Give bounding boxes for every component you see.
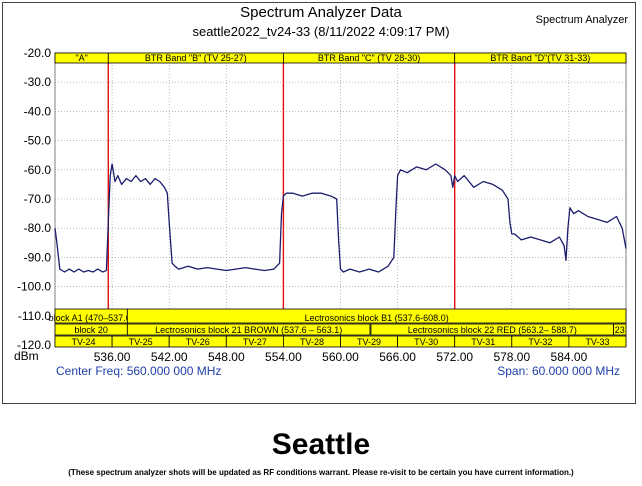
tv-channel-block-label: TV-30 (414, 337, 438, 347)
lectro-row1-block-label: Lectrosonics block B1 (537.6-608.0) (305, 313, 449, 323)
tv-channel-block-label: TV-24 (72, 337, 96, 347)
x-tick-label: 536.00 (94, 350, 131, 364)
tv-channel-block-label: TV-26 (186, 337, 210, 347)
y-tick-label: -20.0 (24, 46, 52, 60)
chart-subtitle: seattle2022_tv24-33 (8/11/2022 4:09:17 P… (192, 24, 450, 39)
trace-layer (54, 163, 627, 273)
x-tick-label: 560.00 (322, 350, 359, 364)
x-tick-label: 578.00 (493, 350, 530, 364)
x-tick-label: 566.00 (379, 350, 416, 364)
x-tick-label: 548.00 (208, 350, 245, 364)
center-freq-label: Center Freq: 560.000 000 MHz (56, 364, 221, 378)
top-band-label: BTR Band "D"(TV 31-33) (490, 53, 590, 63)
tv-channel-block-label: TV-25 (129, 337, 153, 347)
tv-channel-block-label: TV-29 (357, 337, 381, 347)
y-tick-label: -50.0 (24, 134, 52, 148)
y-tick-label: -60.0 (24, 163, 52, 177)
tv-channel-block-label: TV-31 (471, 337, 495, 347)
span-label: Span: 60.000 000 MHz (497, 364, 620, 378)
top-band-label: BTR Band "C" (TV 28-30) (318, 53, 420, 63)
chart-title: Spectrum Analyzer Data (240, 4, 402, 21)
y-tick-label: -100.0 (17, 280, 51, 294)
tv-channel-block-label: TV-32 (528, 337, 552, 347)
marker-layer (107, 53, 456, 318)
update-note: (These spectrum analyzer shots will be u… (68, 468, 574, 477)
tick-layer: -20.0 -30.0 -40.0 -50.0 -60.0 -70.0 -80.0 -90.0… (17, 46, 588, 364)
lectro-row2-block-label: Lectrosonics block 21 BROWN (537.6 – 563… (155, 325, 342, 335)
x-tick-label: 584.00 (551, 350, 588, 364)
tv-channel-block-label: TV-28 (300, 337, 324, 347)
y-tick-label: -110.0 (18, 309, 51, 323)
y-axis-unit: dBm (14, 349, 39, 363)
band-layer: "A" BTR Band "B" (TV 25-27) BTR Band "C" (… (49, 52, 627, 348)
tv-channel-block-label: TV-33 (585, 337, 609, 347)
y-tick-label: -30.0 (24, 75, 52, 89)
top-band-box (454, 52, 627, 64)
corner-label: Spectrum Analyzer (535, 14, 628, 26)
tv-channel-block-label: TV-27 (243, 337, 267, 347)
x-tick-label: 542.00 (151, 350, 188, 364)
lectro-row2-block-label: block 20 (74, 325, 108, 335)
x-tick-label: 572.00 (436, 350, 473, 364)
top-band-label: "A" (75, 53, 87, 63)
chart-frame (2, 2, 636, 404)
tv-channel-block-box (568, 335, 627, 348)
y-tick-label: -120.0 (17, 338, 51, 352)
lectro-row1-block-box (126, 308, 627, 324)
top-band-label: BTR Band "B" (TV 25-27) (145, 53, 247, 63)
y-tick-label: -70.0 (24, 192, 52, 206)
lectro-row2-block-label: 23 (615, 325, 625, 335)
y-tick-label: -80.0 (24, 221, 52, 235)
lectro-row1-block-label: block A1 (470–537.6) (49, 313, 134, 323)
spectrum-trace (54, 163, 627, 273)
city-name: Seattle (271, 428, 371, 461)
lectro-row2-block-label: Lectrosonics block 22 RED (563.2– 588.7) (408, 325, 577, 335)
x-tick-label: 554.00 (265, 350, 302, 364)
y-tick-label: -40.0 (24, 104, 52, 118)
y-tick-label: -90.0 (24, 250, 52, 264)
lectro-row2-block-box (126, 323, 371, 336)
lectro-row2-block-box (613, 323, 627, 336)
